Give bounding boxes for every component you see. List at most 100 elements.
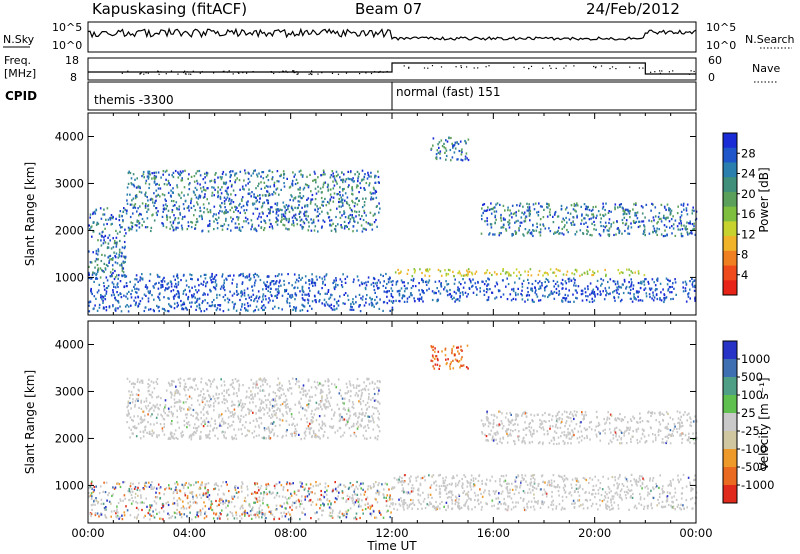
nave-label: Nave <box>752 62 780 75</box>
nave-dot-34 <box>309 73 312 75</box>
x-tick-label-1: 04:00 <box>173 526 206 540</box>
velocity-echo-region-0 <box>126 377 381 441</box>
nsearch-tick-bottom: 10^0 <box>706 39 736 52</box>
nave-dot-68 <box>296 71 298 73</box>
nave-dot-96 <box>317 73 319 75</box>
freq-line <box>88 62 696 75</box>
nave-dot-55 <box>190 73 192 75</box>
nave-tick-bottom: 0 <box>708 71 715 84</box>
nave-dot-71 <box>127 70 129 72</box>
power-ytick-label-2: 3000 <box>55 176 84 190</box>
velocity-echo-region-1 <box>88 480 394 521</box>
nave-dot-18 <box>440 66 443 68</box>
nave-dot-74 <box>477 67 479 69</box>
nave-dot-58 <box>403 65 405 67</box>
nave-dot-113 <box>642 67 644 69</box>
nave-dot-93 <box>213 72 215 74</box>
nave-dot-56 <box>473 67 475 69</box>
velocity-colorbar-label-7: -1000 <box>741 478 774 492</box>
nave-dot-114 <box>460 66 462 69</box>
nave-dot-4 <box>485 66 487 68</box>
power-ylabel: Slant Range [km] <box>23 162 37 266</box>
velocity-colorbar-label-1: 500 <box>741 370 763 384</box>
x-axis-label: Time UT <box>366 539 417 553</box>
nave-dot-77 <box>565 65 567 67</box>
velocity-axes: 1000 2000 3000 4000 <box>55 321 697 523</box>
cpid-segment-2: normal (fast) 151 <box>396 85 500 99</box>
nave-dot-79 <box>186 71 188 73</box>
nave-dot-53 <box>223 70 225 72</box>
power-colorbar-swatch-2 <box>723 162 737 178</box>
nave-dot-82 <box>672 70 674 72</box>
nave-tick-top: 60 <box>708 54 722 67</box>
nave-dot-14 <box>147 72 149 74</box>
nave-dot-47 <box>455 66 457 68</box>
nave-dot-45 <box>158 73 160 75</box>
velocity-colorbar-swatch-8 <box>723 485 737 504</box>
nave-dot-31 <box>650 71 652 73</box>
nave-dot-72 <box>177 73 179 75</box>
nave-dot-117 <box>273 72 275 75</box>
power-colorbar-swatch-0 <box>723 133 737 149</box>
nave-dot-97 <box>293 72 295 74</box>
nave-dot-92 <box>661 70 663 72</box>
velocity-colorbar-label-4: -25 <box>741 424 760 438</box>
nave-dot-112 <box>378 71 380 73</box>
velocity-colorbar-swatch-6 <box>723 449 737 468</box>
power-colorbar-swatch-3 <box>723 177 737 193</box>
nave-dot-90 <box>292 70 294 72</box>
nave-dot-1 <box>386 70 388 73</box>
nave-dot-101 <box>370 72 373 75</box>
station-title: Kapuskasing (fitACF) <box>92 0 247 18</box>
nave-dot-63 <box>252 71 254 73</box>
power-echo-region-3 <box>394 268 646 278</box>
power-echoes <box>88 136 698 313</box>
x-tick-label-3: 12:00 <box>375 526 408 540</box>
nave-dot-86 <box>654 71 656 73</box>
velocity-ylabel: Slant Range [km] <box>23 370 37 474</box>
nave-dot-22 <box>427 67 429 69</box>
power-colorbar-swatch-8 <box>723 250 737 267</box>
nsearch-label: N.Search <box>745 33 795 46</box>
nave-dot-108 <box>140 72 142 74</box>
cpid-panel: CPID themis -3300 normal (fast) 151 <box>5 81 697 111</box>
power-echo-region-0 <box>88 207 128 280</box>
nave-dot-13 <box>292 70 294 72</box>
nave-dot-6 <box>297 71 299 73</box>
velocity-colorbar-swatch-7 <box>723 467 737 486</box>
nave-dot-2 <box>595 66 597 68</box>
power-colorbar-swatch-9 <box>723 265 737 281</box>
nave-dot-73 <box>293 70 295 72</box>
cpid-segment-1: themis -3300 <box>94 93 174 107</box>
power-echo-region-4 <box>392 277 696 304</box>
nave-dot-52 <box>311 73 313 75</box>
nave-dot-87 <box>308 73 310 75</box>
nave-dot-29 <box>271 71 273 73</box>
nave-dot-81 <box>201 71 203 73</box>
nave-dot-94 <box>287 71 289 73</box>
nave-dot-16 <box>615 68 617 70</box>
nave-dot-39 <box>143 73 145 75</box>
nave-dot-32 <box>283 70 285 73</box>
nsky-label: N.Sky <box>3 33 35 46</box>
nave-dot-104 <box>145 72 147 74</box>
nsky-panel: N.Sky 10^5 10^0 10^5 10^0 N.Search <box>3 21 795 53</box>
x-axis-ticks: 00:00 04:00 08:00 12:00 16:00 20:00 00:00 <box>71 526 712 540</box>
power-colorbar-swatch-1 <box>723 147 737 163</box>
velocity-panel: 1000 2000 3000 4000 Slant Range [km] 1000 50… <box>23 320 774 524</box>
power-ytick-label-0: 1000 <box>55 270 84 284</box>
power-colorbar-label-6: 28 <box>741 146 756 160</box>
nave-dot-111 <box>294 71 296 73</box>
nave-dot-43 <box>321 72 323 74</box>
nave-dot-23 <box>297 73 299 75</box>
nave-dot-80 <box>555 67 557 69</box>
nave-dot-119 <box>160 71 162 73</box>
nave-dot-21 <box>361 71 363 73</box>
power-echo-region-1 <box>126 169 381 233</box>
nave-dot-98 <box>382 71 384 73</box>
velocity-echoes <box>88 344 698 521</box>
cpid-label: CPID <box>5 89 37 103</box>
nave-dot-19 <box>337 73 340 75</box>
velocity-echo-region-3 <box>480 410 698 446</box>
nave-dot-26 <box>408 67 410 69</box>
